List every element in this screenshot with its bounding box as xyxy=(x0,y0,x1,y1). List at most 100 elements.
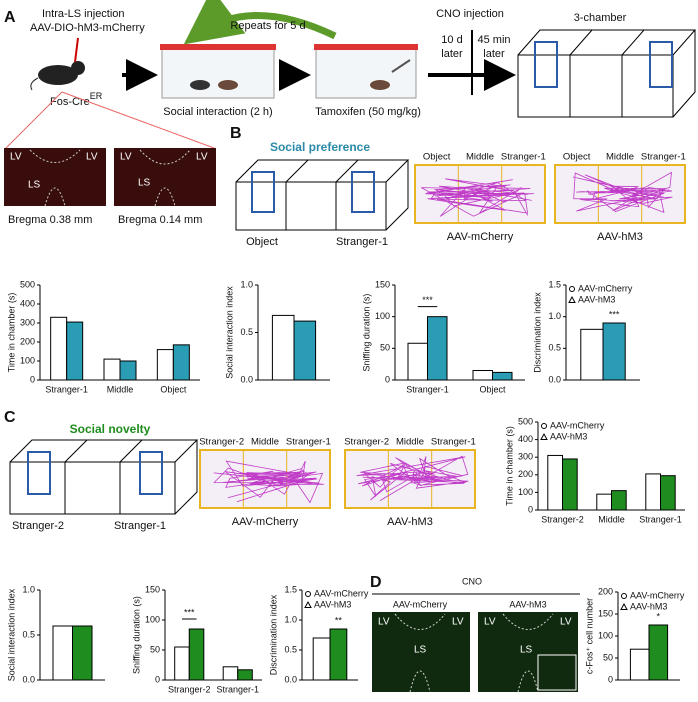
caption: AAV-hM3 xyxy=(387,516,433,528)
bar xyxy=(103,358,121,381)
y-tick-label: 100 xyxy=(598,630,613,640)
y-tick-label: 1.5 xyxy=(548,279,561,289)
delay-label: 10 d xyxy=(441,34,462,46)
caption: Bregma 0.14 mm xyxy=(118,214,202,226)
region-label: LV xyxy=(378,617,390,628)
y-tick-label: 0 xyxy=(30,374,35,384)
bar xyxy=(50,316,68,381)
y-tick-label: 0 xyxy=(608,674,613,684)
y-tick-label: 0.0 xyxy=(284,674,297,684)
y-tick-label: 1.5 xyxy=(284,584,297,594)
bar xyxy=(407,342,428,381)
legend-label: AAV-hM3 xyxy=(578,294,615,304)
panel-letter: B xyxy=(230,125,242,142)
legend-label: AAV-hM3 xyxy=(314,599,351,609)
delay-label: later xyxy=(441,48,463,60)
y-tick-label: 50 xyxy=(380,343,390,353)
bar xyxy=(174,646,190,681)
y-tick-label: 0 xyxy=(155,674,160,684)
bar xyxy=(156,349,174,381)
bar xyxy=(329,628,348,681)
bar xyxy=(547,454,563,511)
panel-letter: D xyxy=(370,574,382,591)
delay-label: 45 min xyxy=(477,34,510,46)
caption: Tamoxifen (50 mg/kg) xyxy=(315,106,421,118)
y-tick-label: 0.5 xyxy=(22,629,35,639)
cage xyxy=(160,44,276,99)
repeat-arrow xyxy=(183,0,337,45)
bar xyxy=(188,628,205,681)
treatment-label: CNO xyxy=(462,576,482,586)
caption: AAV-hM3 xyxy=(597,231,643,243)
legend-symbol xyxy=(569,286,575,292)
delay-label: later xyxy=(483,48,505,60)
x-tick-label: Stranger-1 xyxy=(639,514,682,524)
bar xyxy=(580,328,604,381)
y-tick-label: 150 xyxy=(145,584,160,594)
y-tick-label: 200 xyxy=(20,336,35,346)
legend-symbol xyxy=(541,423,547,429)
caption: AAV-hM3 xyxy=(509,599,546,609)
x-tick-label: Stranger-1 xyxy=(216,684,259,694)
region-label: LV xyxy=(452,617,464,628)
y-tick-label: 200 xyxy=(518,469,533,479)
track-path xyxy=(356,455,469,501)
bar xyxy=(222,666,239,681)
chamber-label: Stranger-1 xyxy=(114,520,166,532)
y-axis-label: Sniffing duration (s) xyxy=(131,596,141,674)
legend-label: AAV-mCherry xyxy=(578,283,633,293)
y-axis-label: c-Fos⁺ cell number xyxy=(584,598,594,674)
panel-letter: C xyxy=(4,409,16,426)
bar xyxy=(562,458,578,511)
x-tick-label: Object xyxy=(479,384,506,394)
legend-label: AAV-hM3 xyxy=(630,601,667,611)
zone-label: Middle xyxy=(466,152,494,163)
track-path xyxy=(421,178,534,217)
legend-symbol xyxy=(305,591,311,597)
track-path xyxy=(572,171,673,214)
zone-label: Stranger-1 xyxy=(501,152,546,163)
bar xyxy=(237,669,253,681)
region-label: LV xyxy=(196,152,208,163)
y-tick-label: 0.0 xyxy=(22,674,35,684)
mouse-line: Fos-CreER xyxy=(50,91,103,108)
mouse-line-sup: ER xyxy=(90,91,103,101)
significance-label: *** xyxy=(422,295,433,305)
x-tick-label: Stranger-1 xyxy=(406,384,449,394)
x-tick-label: Stranger-1 xyxy=(45,384,88,394)
y-tick-label: 0 xyxy=(385,374,390,384)
caption: Social interaction (2 h) xyxy=(163,106,272,118)
brain-image xyxy=(478,612,578,693)
y-tick-label: 200 xyxy=(598,586,613,596)
zoom-line xyxy=(5,91,63,149)
y-tick-label: 0.0 xyxy=(240,374,253,384)
chamber-label: Stranger-2 xyxy=(12,520,64,532)
chamber-label: Object xyxy=(246,236,278,248)
y-tick-label: 300 xyxy=(518,452,533,462)
region-label: LS xyxy=(138,178,151,189)
legend-label: AAV-hM3 xyxy=(550,431,587,441)
bar xyxy=(66,321,84,381)
repeat-label: Repeats for 5 d xyxy=(230,20,305,32)
bar xyxy=(611,490,627,511)
panel-letter: A xyxy=(4,9,16,26)
cno-label: CNO injection xyxy=(436,8,504,20)
y-tick-label: 0 xyxy=(528,504,533,514)
y-axis-label: Social interaction index xyxy=(6,588,16,681)
bar xyxy=(72,625,93,681)
y-tick-label: 0.5 xyxy=(284,644,297,654)
x-tick-label: Stranger-2 xyxy=(541,514,584,524)
caption: Bregma 0.38 mm xyxy=(8,214,92,226)
y-tick-label: 100 xyxy=(375,311,390,321)
brain-image xyxy=(114,148,216,207)
region-label: LS xyxy=(28,180,41,191)
legend-label: AAV-mCherry xyxy=(550,420,605,430)
virus-label: AAV-DIO-hM3-mCherry xyxy=(30,22,145,34)
zone-label: Stranger-2 xyxy=(344,437,389,448)
zone-label: Stranger-1 xyxy=(431,437,476,448)
three-chamber xyxy=(9,439,199,515)
bar xyxy=(602,322,626,381)
bar xyxy=(596,493,612,511)
significance-label: *** xyxy=(184,607,195,617)
y-tick-label: 300 xyxy=(20,317,35,327)
